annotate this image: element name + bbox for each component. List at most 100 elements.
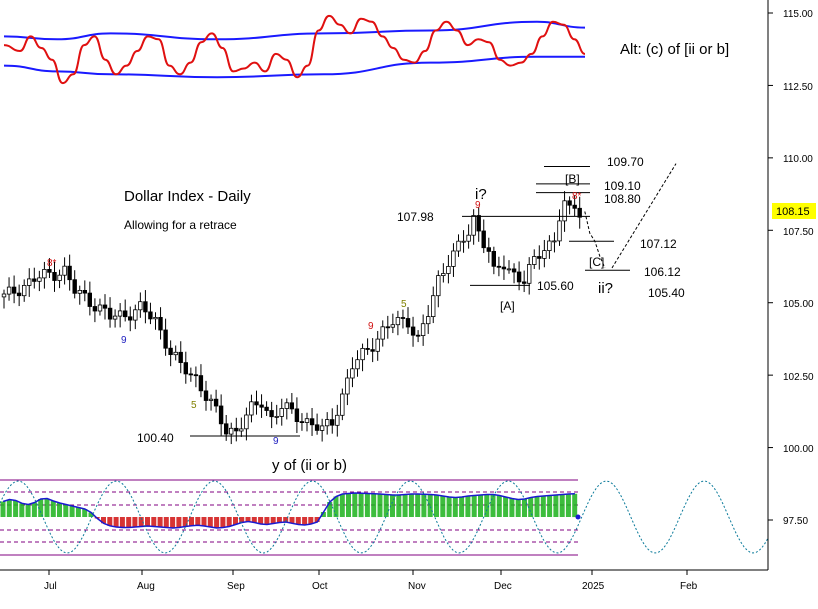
candle-up bbox=[57, 274, 62, 281]
osc-bar-negative bbox=[182, 517, 188, 527]
candle-up bbox=[345, 377, 350, 395]
osc-bar-negative bbox=[151, 517, 157, 527]
candle-down bbox=[254, 401, 259, 406]
candle-down bbox=[496, 265, 502, 268]
candle-down bbox=[67, 265, 72, 281]
osc-current-dot bbox=[575, 514, 581, 520]
osc-bar-positive bbox=[320, 512, 326, 517]
osc-bar-negative bbox=[302, 517, 308, 525]
osc-bar-positive bbox=[82, 509, 88, 517]
candle-down bbox=[87, 292, 92, 307]
osc-bar-positive bbox=[327, 502, 333, 517]
osc-bar-positive bbox=[484, 494, 490, 517]
candle-up bbox=[471, 215, 476, 236]
wave-label-low: y of (ii or b) bbox=[272, 457, 347, 474]
momentum-line bbox=[3, 14, 586, 85]
candle-down bbox=[183, 362, 188, 375]
candle-up bbox=[557, 220, 562, 242]
marker-9-jul: 9 bbox=[121, 335, 127, 346]
osc-bar-positive bbox=[459, 497, 465, 517]
x-tick-jul: Jul bbox=[44, 581, 57, 592]
projection-decline bbox=[584, 211, 606, 269]
candle-up bbox=[532, 256, 537, 265]
candle-down bbox=[405, 318, 411, 328]
level-label-106-12: 106.12 bbox=[644, 265, 681, 279]
candle-up bbox=[547, 240, 552, 252]
candle-up bbox=[380, 326, 385, 340]
osc-bar-positive bbox=[346, 493, 351, 517]
osc-bar-negative bbox=[270, 517, 276, 524]
candle-down bbox=[481, 230, 486, 249]
y-tick-102-50: 102.50 bbox=[783, 372, 814, 383]
osc-bar-positive bbox=[352, 493, 358, 517]
osc-bar-positive bbox=[13, 500, 19, 517]
level-label-107-98: 107.98 bbox=[397, 210, 434, 224]
marker-9-sep: 9 bbox=[273, 436, 279, 447]
candle-up bbox=[335, 414, 340, 426]
candle-up bbox=[173, 351, 178, 356]
osc-bar-negative bbox=[207, 517, 213, 527]
osc-bar-negative bbox=[101, 517, 106, 524]
osc-bar-negative bbox=[113, 517, 119, 527]
osc-bar-negative bbox=[251, 517, 257, 523]
osc-bar-positive bbox=[559, 494, 565, 517]
osc-bar-negative bbox=[107, 517, 113, 526]
candle-down bbox=[72, 279, 77, 294]
candle-up bbox=[239, 428, 244, 432]
candle-up bbox=[274, 415, 279, 418]
candle-up bbox=[284, 402, 289, 409]
candle-up bbox=[37, 277, 42, 282]
candle-down bbox=[92, 306, 98, 312]
osc-bar-positive bbox=[465, 496, 471, 517]
x-tick-oct: Oct bbox=[312, 581, 328, 592]
candle-down bbox=[158, 316, 163, 331]
marker-5-aug: 5 bbox=[191, 400, 197, 411]
osc-bar-negative bbox=[226, 517, 232, 527]
osc-bar-negative bbox=[233, 517, 238, 525]
candle-down bbox=[501, 266, 507, 270]
current-price-label: 108.15 bbox=[776, 206, 810, 218]
osc-bar-positive bbox=[57, 503, 62, 517]
level-label-107-12: 107.12 bbox=[640, 237, 677, 251]
candle-down bbox=[193, 374, 199, 377]
osc-bar-positive bbox=[490, 494, 496, 517]
candle-down bbox=[168, 347, 173, 356]
osc-bar-positive bbox=[509, 498, 515, 517]
level-label-108-80: 108.80 bbox=[604, 192, 641, 206]
level-label-100-40: 100.40 bbox=[137, 431, 174, 445]
candle-down bbox=[148, 311, 153, 320]
osc-bar-negative bbox=[170, 517, 176, 528]
candle-down bbox=[299, 421, 305, 424]
candle-down bbox=[329, 419, 335, 426]
y-tick-110-00: 110.00 bbox=[783, 154, 813, 165]
marker-8-dec: 8* bbox=[572, 191, 582, 202]
osc-bar-positive bbox=[427, 494, 433, 517]
osc-bar-negative bbox=[314, 517, 320, 522]
marker-8-jul: 8* bbox=[47, 258, 57, 269]
candle-down bbox=[511, 268, 517, 273]
osc-bar-positive bbox=[69, 506, 75, 517]
y-tick-115-00: 115.00 bbox=[783, 9, 813, 20]
candle-down bbox=[365, 347, 370, 350]
cycle-projection-line bbox=[0, 480, 769, 554]
candle-down bbox=[16, 292, 22, 297]
candle-down bbox=[259, 404, 264, 408]
candle-down bbox=[32, 278, 37, 282]
candle-down bbox=[491, 250, 496, 267]
osc-bar-positive bbox=[421, 494, 427, 518]
projection-rise bbox=[611, 163, 677, 269]
x-tick-aug: Aug bbox=[137, 581, 155, 592]
candle-up bbox=[527, 264, 532, 284]
y-tick-97-50: 97.50 bbox=[783, 516, 808, 527]
osc-bar-positive bbox=[383, 494, 389, 517]
candle-up bbox=[117, 310, 123, 317]
candle-down bbox=[522, 281, 527, 284]
osc-bar-positive bbox=[377, 494, 383, 517]
osc-bar-positive bbox=[565, 494, 571, 517]
osc-bar-negative bbox=[245, 517, 251, 522]
candle-down bbox=[400, 317, 406, 319]
osc-bar-positive bbox=[547, 495, 553, 517]
osc-bar-negative bbox=[157, 517, 163, 527]
candle-up bbox=[552, 240, 557, 243]
